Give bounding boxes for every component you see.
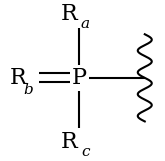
Text: P: P <box>72 67 87 89</box>
Text: b: b <box>23 82 33 96</box>
Text: R: R <box>61 3 78 25</box>
Text: R: R <box>61 131 78 153</box>
Text: c: c <box>81 145 89 159</box>
Text: R: R <box>9 67 26 89</box>
Text: a: a <box>81 17 90 31</box>
